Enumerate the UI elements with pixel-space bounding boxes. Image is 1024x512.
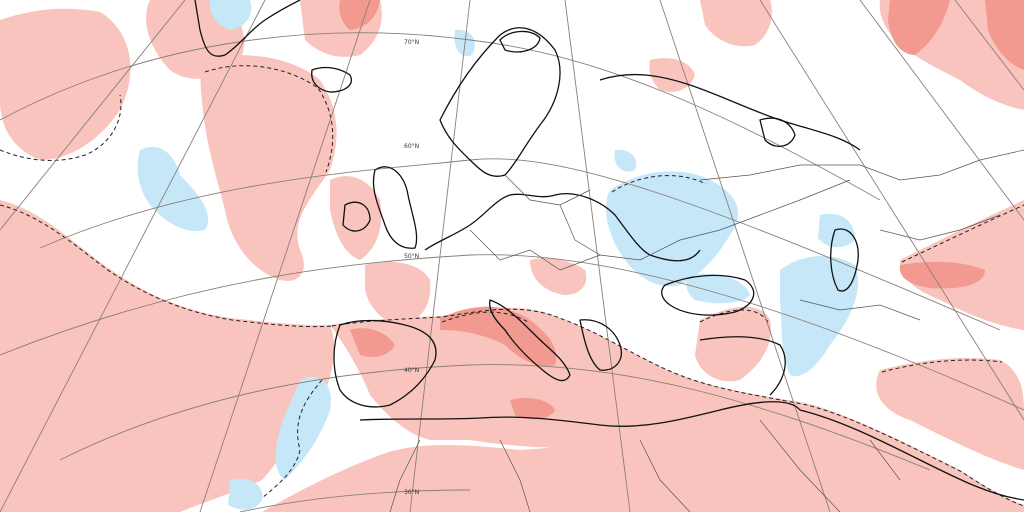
north-africa-coast	[359, 401, 801, 427]
latitude-labels: 70°N 60°N 50°N 40°N 30°N	[404, 39, 419, 496]
lat-label-40n: 40°N	[404, 367, 419, 374]
cool-anomaly-layer	[137, 0, 859, 510]
coastlines	[194, 0, 1024, 501]
kola-coast	[759, 117, 796, 147]
greenland-coast	[194, 0, 301, 57]
arctic-russia-coast	[599, 73, 861, 151]
black-sea-coast	[661, 274, 755, 316]
anomaly-contours	[0, 65, 1024, 507]
svalbard-coast	[499, 30, 541, 53]
britain-coast	[372, 166, 418, 249]
italy-coast	[489, 299, 571, 382]
scandinavia-coast	[439, 27, 561, 177]
iberia-coast	[333, 319, 437, 408]
iceland-coast	[311, 66, 352, 93]
lat-label-70n: 70°N	[404, 39, 419, 46]
lat-label-50n: 50°N	[404, 253, 419, 260]
lat-label-60n: 60°N	[404, 143, 419, 150]
balkans-coast	[579, 319, 622, 371]
country-borders	[389, 149, 1024, 512]
caspian-coast	[830, 228, 859, 292]
red-sea-coast	[799, 409, 1024, 501]
ireland-coast	[342, 201, 371, 232]
strong-warm-layer	[339, 0, 1024, 420]
lat-label-30n: 30°N	[404, 489, 419, 496]
levant-coast	[699, 336, 786, 396]
